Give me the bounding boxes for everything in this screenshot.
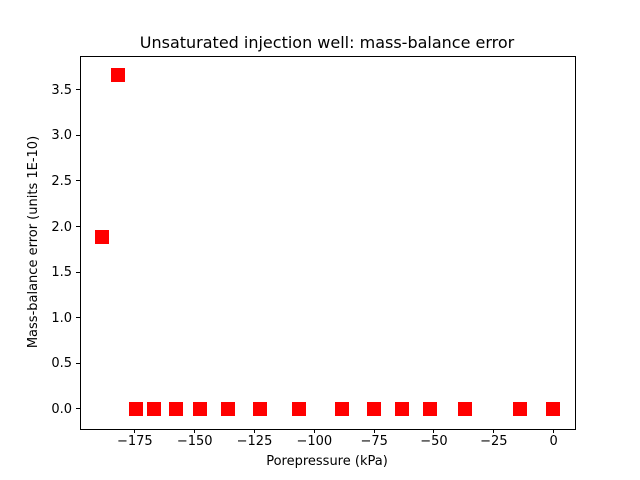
data-point-marker bbox=[193, 401, 208, 416]
y-tick bbox=[76, 180, 80, 182]
y-tick-label: 3.5 bbox=[51, 82, 72, 98]
x-tick-label: −150 bbox=[176, 434, 213, 449]
x-tick-label: −25 bbox=[480, 434, 508, 449]
x-tick-label: −75 bbox=[360, 434, 388, 449]
x-tick bbox=[313, 429, 315, 433]
data-point-marker bbox=[168, 401, 183, 416]
y-tick-label: 2.5 bbox=[51, 173, 72, 189]
y-tick bbox=[76, 134, 80, 136]
y-tick-label: 3.0 bbox=[51, 128, 72, 144]
y-tick-label: 0.0 bbox=[51, 401, 72, 417]
chart-title: Unsaturated injection well: mass-balance… bbox=[139, 33, 515, 52]
x-tick bbox=[194, 429, 196, 433]
data-point-marker bbox=[366, 401, 381, 416]
y-tick bbox=[76, 89, 80, 91]
x-tick-label: 0 bbox=[549, 434, 558, 449]
x-tick-label: −125 bbox=[236, 434, 273, 449]
y-axis-label: Mass-balance error (units 1E-10) bbox=[26, 135, 41, 349]
data-point-marker bbox=[458, 401, 473, 416]
data-point-marker bbox=[128, 401, 143, 416]
x-tick-label: −50 bbox=[420, 434, 448, 449]
x-tick bbox=[493, 429, 495, 433]
x-tick-label: −100 bbox=[296, 434, 333, 449]
x-tick bbox=[553, 429, 555, 433]
data-point-marker bbox=[110, 68, 125, 83]
data-point-marker bbox=[146, 401, 161, 416]
x-axis-label: Porepressure (kPa) bbox=[266, 454, 388, 469]
x-tick bbox=[134, 429, 136, 433]
y-tick-label: 2.0 bbox=[51, 219, 72, 235]
y-tick bbox=[76, 317, 80, 319]
data-point-marker bbox=[221, 401, 236, 416]
x-tick bbox=[433, 429, 435, 433]
x-tick-label: −175 bbox=[116, 434, 153, 449]
data-point-marker bbox=[94, 229, 109, 244]
y-tick bbox=[76, 226, 80, 228]
x-tick bbox=[254, 429, 255, 433]
data-point-marker bbox=[335, 401, 350, 416]
y-tick-label: 0.5 bbox=[51, 356, 72, 372]
data-point-marker bbox=[423, 401, 438, 416]
y-tick-label: 1.0 bbox=[51, 310, 72, 326]
data-point-marker bbox=[292, 401, 307, 416]
y-tick bbox=[76, 271, 80, 273]
y-tick bbox=[76, 408, 80, 410]
data-point-marker bbox=[395, 401, 410, 416]
data-point-marker bbox=[513, 401, 528, 416]
data-point-marker bbox=[253, 401, 267, 416]
x-tick bbox=[373, 429, 375, 433]
y-tick bbox=[76, 362, 80, 364]
y-tick-label: 1.5 bbox=[51, 265, 72, 281]
plot-area bbox=[80, 56, 576, 430]
data-point-marker bbox=[545, 401, 560, 416]
